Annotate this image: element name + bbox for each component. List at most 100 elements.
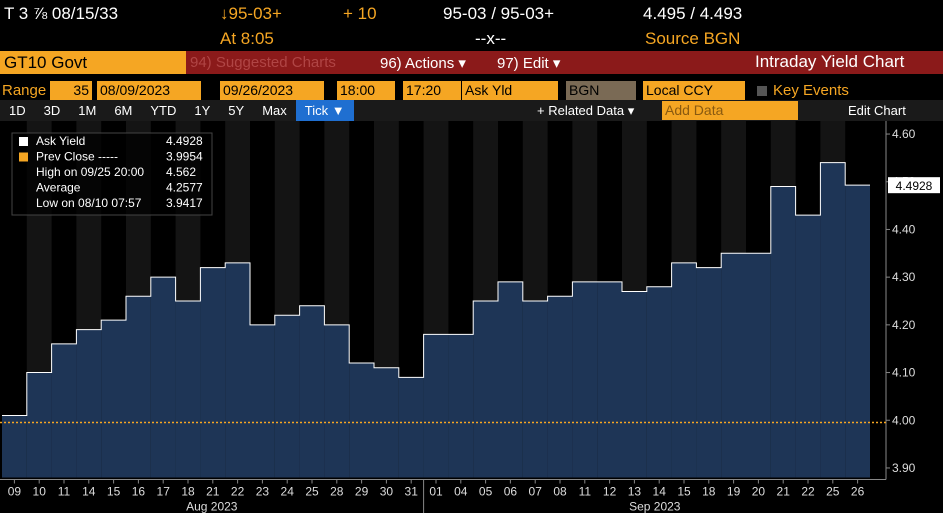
x-tick-label: 25 bbox=[826, 485, 840, 499]
period-button[interactable]: 1D bbox=[9, 103, 26, 118]
x-tick-label: 04 bbox=[454, 485, 468, 499]
bar bbox=[126, 296, 151, 478]
x-tick-label: 31 bbox=[405, 485, 419, 499]
x-tick-label: 19 bbox=[727, 485, 741, 499]
legend-value: 3.9417 bbox=[166, 196, 203, 210]
legend-value: 4.562 bbox=[166, 165, 196, 179]
x-tick-label: 05 bbox=[479, 485, 493, 499]
bar bbox=[2, 415, 27, 478]
bar bbox=[448, 334, 474, 478]
x-tick-label: 24 bbox=[281, 485, 295, 499]
period-button[interactable]: Max bbox=[262, 103, 287, 118]
bar bbox=[274, 315, 300, 478]
ticker[interactable]: GT10 Govt bbox=[0, 51, 186, 74]
period-button[interactable]: YTD bbox=[150, 103, 177, 118]
legend-label: Average bbox=[36, 181, 81, 195]
x-tick-label: 21 bbox=[206, 485, 220, 499]
x-tick-label: 17 bbox=[157, 485, 171, 499]
x-tick-label: 18 bbox=[702, 485, 716, 499]
y-tick-label: 4.10 bbox=[892, 366, 916, 380]
price-line bbox=[2, 162, 870, 416]
period-buttons: 1D 3D 1M 6M YTD 1Y 5Y Max Tick ▼ bbox=[0, 100, 354, 121]
legend-swatch bbox=[19, 152, 28, 162]
end-time[interactable]: 17:20 bbox=[403, 81, 461, 100]
x-tick-label: 29 bbox=[355, 485, 369, 499]
bar bbox=[51, 343, 77, 478]
bar bbox=[622, 291, 647, 478]
x-tick-label: 12 bbox=[603, 485, 617, 499]
bar bbox=[374, 367, 399, 478]
y-tick-label: 3.90 bbox=[892, 461, 916, 475]
menu-item[interactable]: 96) Actions ▾ bbox=[380, 55, 466, 72]
menu-item[interactable]: 97) Edit ▾ bbox=[497, 55, 561, 72]
bar bbox=[225, 262, 250, 478]
bid-ask-yield: 4.495 / 4.493 bbox=[643, 4, 743, 23]
period-button[interactable]: 5Y bbox=[228, 103, 245, 118]
month-label: Sep 2023 bbox=[629, 500, 681, 513]
field-select[interactable]: Ask Yld bbox=[462, 81, 558, 100]
last-value-tag bbox=[888, 177, 940, 194]
range-label: Range bbox=[2, 82, 47, 99]
bar bbox=[696, 267, 722, 478]
add-data[interactable]: Add Data bbox=[662, 101, 798, 120]
end-date[interactable]: 09/26/2023 bbox=[220, 81, 324, 100]
x-tick-label: 14 bbox=[653, 485, 667, 499]
legend-label: Prev Close ----- bbox=[36, 150, 118, 164]
bar bbox=[498, 281, 523, 478]
x-tick-label: 14 bbox=[82, 485, 96, 499]
period-button[interactable]: 1Y bbox=[194, 103, 211, 118]
legend-value: 3.9954 bbox=[166, 150, 203, 164]
legend-label: Low on 08/10 07:57 bbox=[36, 196, 142, 210]
y-tick-label: 4.00 bbox=[892, 413, 916, 427]
x-tick-label: 15 bbox=[677, 485, 691, 499]
last-value-label: 4.4928 bbox=[896, 179, 933, 193]
period-button[interactable]: 3D bbox=[43, 103, 61, 118]
bar bbox=[324, 324, 350, 478]
x-tick-label: 21 bbox=[777, 485, 791, 499]
security: T 3 ⅞ 08/15/33 bbox=[4, 4, 119, 23]
period-button[interactable]: Tick ▼ bbox=[295, 100, 354, 121]
bar bbox=[423, 334, 449, 478]
related-data[interactable]: + Related Data ▾ bbox=[537, 103, 635, 118]
x-tick-label: 16 bbox=[132, 485, 146, 499]
menu-item[interactable]: 94) Suggested Charts bbox=[190, 54, 336, 71]
x-tick-label: 30 bbox=[380, 485, 394, 499]
key-events[interactable]: Key Events bbox=[773, 82, 849, 99]
bar bbox=[820, 162, 846, 478]
source: Source BGN bbox=[645, 29, 741, 48]
start-time[interactable]: 18:00 bbox=[337, 81, 395, 100]
days-input[interactable]: 35 bbox=[50, 81, 92, 100]
change: + 10 bbox=[343, 4, 377, 23]
x-tick-label: 23 bbox=[256, 485, 270, 499]
change-price: ↓95-03+ bbox=[220, 4, 282, 23]
bar bbox=[646, 286, 672, 478]
bar bbox=[200, 267, 226, 478]
bar bbox=[473, 301, 498, 478]
bar bbox=[845, 185, 870, 478]
time: At 8:05 bbox=[220, 29, 274, 48]
x-tick-label: 08 bbox=[553, 485, 567, 499]
x-tick-label: 26 bbox=[851, 485, 865, 499]
bar bbox=[746, 253, 771, 478]
currency-select[interactable]: Local CCY bbox=[643, 81, 745, 100]
source-input[interactable]: BGN bbox=[566, 81, 636, 100]
bar bbox=[597, 281, 622, 478]
x-tick-label: 15 bbox=[107, 485, 121, 499]
y-tick-label: 4.20 bbox=[892, 318, 916, 332]
bar bbox=[250, 324, 275, 478]
edit-chart[interactable]: Edit Chart bbox=[848, 103, 906, 118]
checkbox[interactable] bbox=[757, 86, 767, 96]
x-tick-label: 10 bbox=[33, 485, 47, 499]
bar bbox=[76, 329, 102, 478]
x-tick-label: 22 bbox=[801, 485, 815, 499]
legend-value: 4.2577 bbox=[166, 181, 203, 195]
legend-label: High on 09/25 20:00 bbox=[36, 165, 144, 179]
bid-ask-price: 95-03 / 95-03+ bbox=[443, 4, 555, 23]
period-button[interactable]: 1M bbox=[78, 103, 97, 118]
start-date[interactable]: 08/09/2023 bbox=[97, 81, 201, 100]
bar bbox=[671, 262, 697, 478]
bar bbox=[547, 296, 573, 478]
period-button[interactable]: 6M bbox=[114, 103, 133, 118]
bar bbox=[349, 363, 374, 478]
page-title: Intraday Yield Chart bbox=[755, 52, 905, 71]
